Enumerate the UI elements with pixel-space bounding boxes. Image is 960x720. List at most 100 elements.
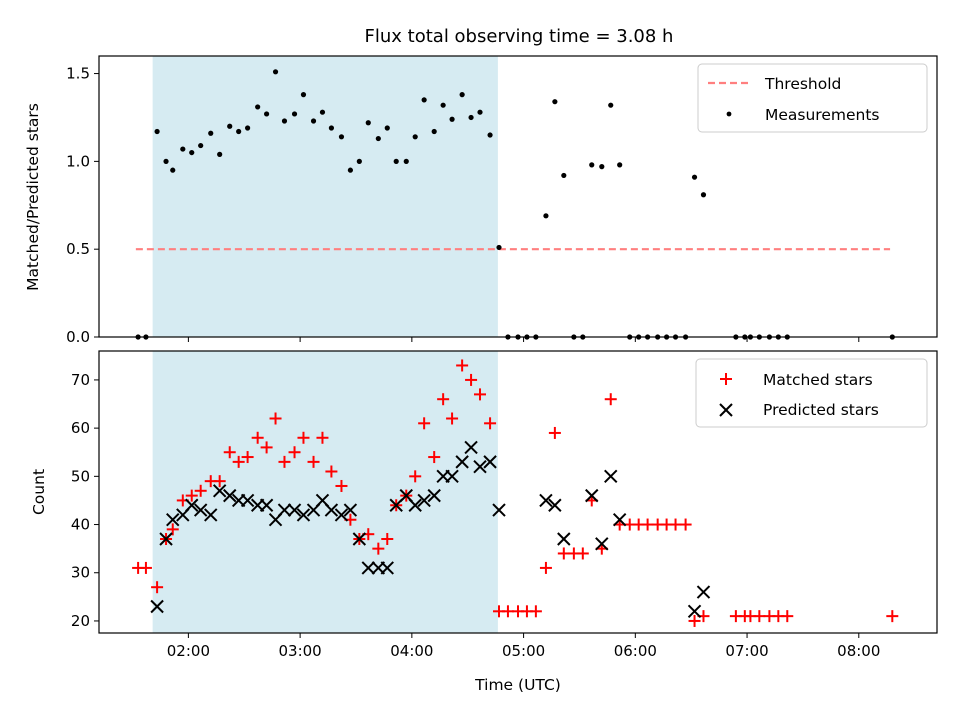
predicted-point xyxy=(343,503,358,517)
bottom-x-ticks: 02:00 03:00 04:00 05:00 06:00 07:00 08:00 xyxy=(167,633,880,660)
predicted-point xyxy=(585,488,599,503)
measurement-point xyxy=(170,167,176,173)
matched-point xyxy=(297,431,310,444)
matched-point xyxy=(213,475,226,488)
predicted-point xyxy=(455,455,469,469)
predicted-point xyxy=(464,440,478,455)
predicted-point xyxy=(277,503,292,517)
x-tick-label: 05:00 xyxy=(502,642,545,660)
predicted-point xyxy=(159,532,173,546)
measurement-point xyxy=(487,132,493,138)
measurement-point xyxy=(393,158,399,164)
predicted-point xyxy=(473,459,487,474)
predicted-point xyxy=(150,599,164,614)
matched-point xyxy=(372,542,385,555)
top-panel: 0.0 0.5 1.0 1.5 Matched/Predicted stars Thr… xyxy=(24,55,938,346)
matched-point xyxy=(465,373,478,386)
top-x-ticks xyxy=(187,337,860,342)
matched-point xyxy=(501,605,514,618)
measurement-point xyxy=(300,92,307,98)
measurement-point xyxy=(227,123,233,129)
matched-point xyxy=(753,610,766,623)
top-marks xyxy=(135,69,895,340)
matched-point xyxy=(194,484,207,497)
x-tick-label: 08:00 xyxy=(837,642,880,660)
y-tick-label: 0.5 xyxy=(66,240,90,258)
chart-title: Flux total observing time = 3.08 h xyxy=(365,26,674,47)
bottom-axes-frame xyxy=(98,350,938,634)
predicted-point xyxy=(259,498,274,512)
matched-point xyxy=(232,455,245,468)
y-tick-label: 0.0 xyxy=(66,328,90,346)
measurement-point xyxy=(189,149,195,156)
matched-point xyxy=(316,431,329,444)
matched-point xyxy=(307,455,320,468)
predicted-point xyxy=(296,508,311,522)
matched-point xyxy=(886,610,899,623)
measurement-point xyxy=(691,174,698,180)
matched-point xyxy=(548,426,561,439)
predicted-point xyxy=(557,532,571,546)
measurement-point xyxy=(412,134,418,140)
measurement-point xyxy=(617,162,623,168)
matched-point xyxy=(269,412,282,425)
matched-point xyxy=(428,451,441,464)
measurement-point xyxy=(163,158,169,164)
measurement-point xyxy=(255,104,261,110)
legend-matched-label: Matched stars xyxy=(763,371,873,389)
measurement-point xyxy=(468,114,474,121)
x-tick-label: 06:00 xyxy=(614,642,657,660)
predicted-point xyxy=(427,488,441,503)
measurement-point xyxy=(431,128,437,135)
measurement-point xyxy=(440,102,446,108)
legend-threshold-label: Threshold xyxy=(764,75,841,93)
matched-point xyxy=(335,479,348,492)
predicted-point xyxy=(204,508,218,522)
matched-point xyxy=(437,393,450,406)
predicted-point xyxy=(417,493,431,508)
measurement-point xyxy=(459,92,465,98)
matched-point xyxy=(576,547,589,560)
measurement-point xyxy=(180,146,186,152)
measurement-point xyxy=(375,135,381,142)
y-tick-label: 20 xyxy=(71,612,90,630)
matched-point xyxy=(669,518,682,531)
matched-point xyxy=(418,417,431,430)
measurement-point xyxy=(421,97,427,103)
bottom-legend-box xyxy=(695,358,928,428)
predicted-point xyxy=(548,498,562,512)
measurement-point xyxy=(347,167,353,173)
measurement-point xyxy=(310,118,317,124)
measurement-point xyxy=(236,128,242,135)
bottom-panel: 20 30 40 50 60 70 02:00 03:00 04:00 05:00 06:00 07… xyxy=(30,350,938,694)
measurement-point xyxy=(552,99,558,105)
bottom-shaded-region xyxy=(152,351,498,633)
top-y-axis-label: Matched/Predicted stars xyxy=(24,103,42,291)
y-tick-label: 1.5 xyxy=(66,65,90,83)
measurement-point xyxy=(403,158,409,164)
top-axes-frame xyxy=(98,55,938,338)
legend-measurements-label: Measurements xyxy=(765,106,880,124)
matched-point xyxy=(151,581,164,594)
top-legend-box xyxy=(697,63,928,133)
y-tick-label: 1.0 xyxy=(66,152,90,170)
y-tick-label: 60 xyxy=(71,419,90,437)
matched-point xyxy=(166,523,179,536)
predicted-point xyxy=(240,493,255,508)
matched-point xyxy=(288,446,301,459)
legend-predicted-label: Predicted stars xyxy=(763,401,879,419)
predicted-point xyxy=(539,493,553,508)
measurement-point xyxy=(477,109,483,115)
y-tick-label: 70 xyxy=(71,371,90,389)
measurement-point xyxy=(599,164,605,170)
matched-point xyxy=(781,610,794,623)
top-y-ticks: 0.0 0.5 1.0 1.5 xyxy=(66,65,99,346)
predicted-point xyxy=(334,508,349,522)
bottom-y-ticks: 20 30 40 50 60 70 xyxy=(71,371,99,630)
matched-point xyxy=(641,518,654,531)
matched-point xyxy=(409,470,422,483)
predicted-point xyxy=(687,604,702,619)
predicted-point xyxy=(483,455,497,469)
matched-point xyxy=(474,388,487,401)
measurement-point xyxy=(496,244,502,251)
